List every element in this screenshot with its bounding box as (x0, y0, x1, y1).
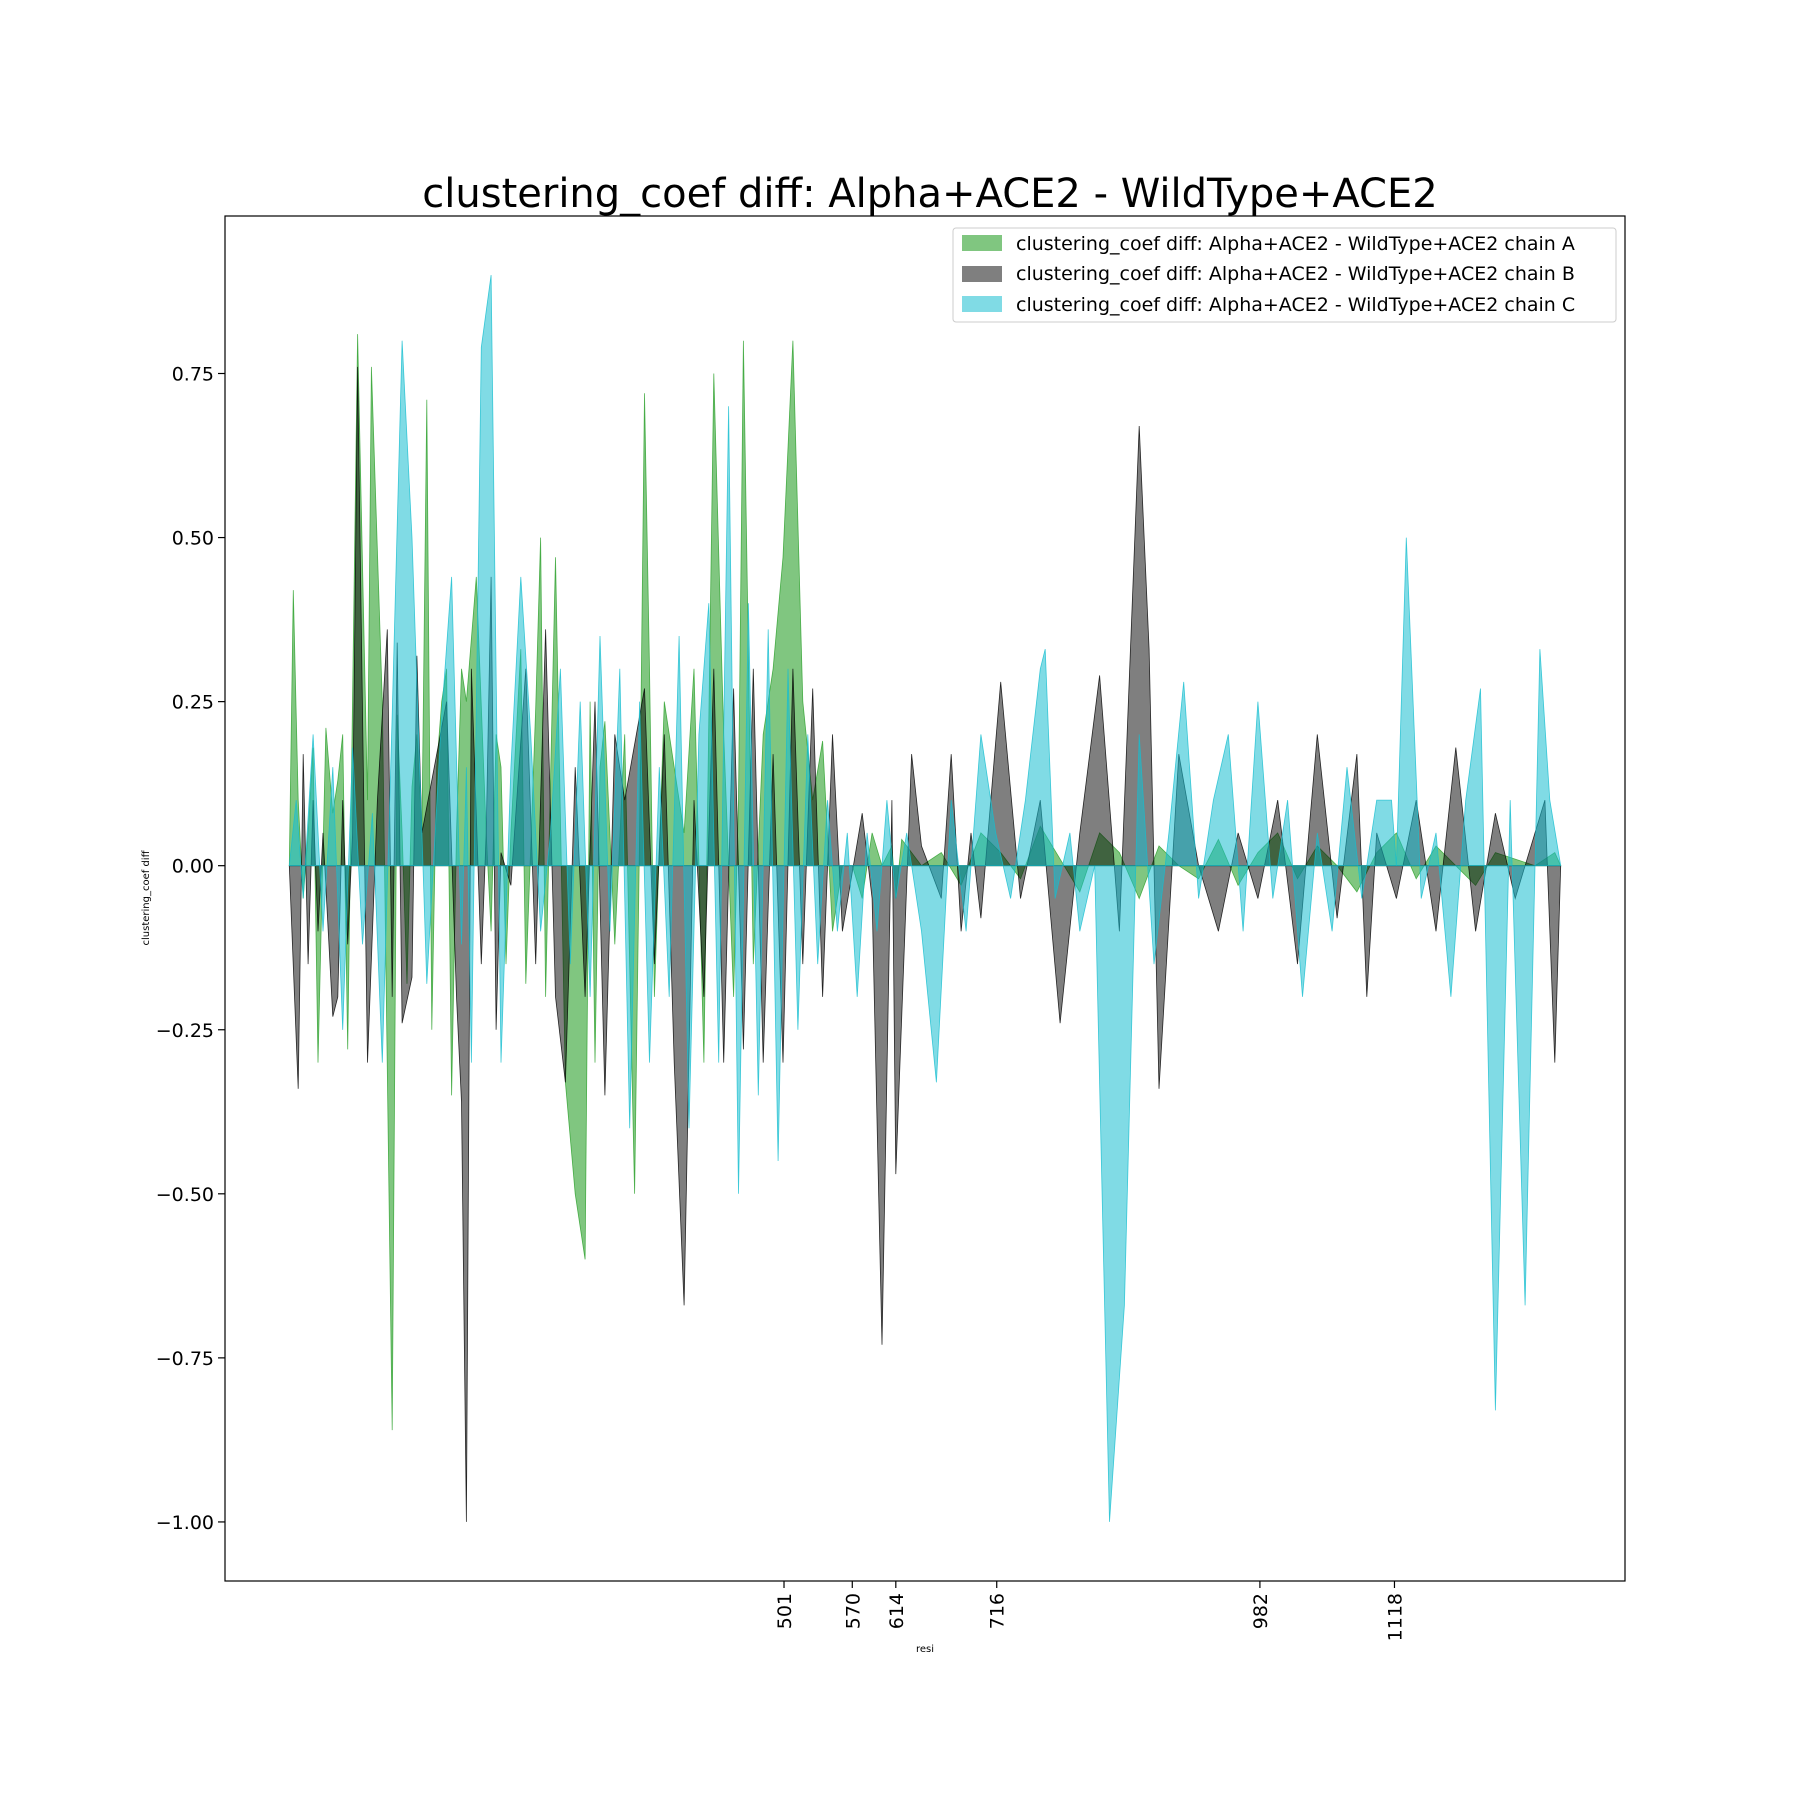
chart-title: clustering_coef diff: Alpha+ACE2 - WildT… (422, 171, 1437, 217)
x-axis-label: resi (916, 1644, 934, 1655)
y-tick-label: −0.50 (156, 1184, 214, 1206)
series-layer (288, 275, 1562, 1522)
x-tick-label: 1118 (1385, 1593, 1407, 1641)
y-tick-label: 0.75 (172, 364, 214, 386)
legend-frame (952, 227, 1617, 323)
x-tick-label: 570 (842, 1593, 864, 1629)
legend-label-chain-a: clustering_coef diff: Alpha+ACE2 - WildT… (1016, 233, 1575, 255)
y-tick-label: 0.25 (172, 692, 214, 714)
y-tick-label: 0.00 (172, 856, 214, 878)
x-tick-label: 716 (987, 1593, 1009, 1629)
x-tick-label: 614 (886, 1593, 908, 1629)
legend: clustering_coef diff: Alpha+ACE2 - WildT… (952, 227, 1617, 323)
legend-label-chain-b: clustering_coef diff: Alpha+ACE2 - WildT… (1016, 263, 1575, 285)
y-tick-label: 0.50 (172, 528, 214, 550)
legend-swatch-chain-c (962, 296, 1002, 312)
x-axis: 501 570 614 716 982 1118 (774, 1581, 1407, 1641)
series-area-chain-c (288, 275, 1562, 1522)
legend-swatch-chain-a (962, 235, 1002, 251)
legend-swatch-chain-b (962, 266, 1002, 282)
series-area-chain-b (288, 366, 1562, 1522)
y-tick-label: −1.00 (156, 1512, 214, 1534)
x-tick-label: 501 (774, 1593, 796, 1629)
y-axis-label: clustering_coef diff (141, 849, 152, 945)
legend-label-chain-c: clustering_coef diff: Alpha+ACE2 - WildT… (1016, 294, 1575, 316)
plot-frame (224, 215, 1626, 1582)
y-axis: 0.75 0.50 0.25 0.00 −0.25 −0.50 −0.75 −1.00 (156, 364, 225, 1534)
x-tick-label: 982 (1250, 1593, 1272, 1629)
y-tick-label: −0.75 (156, 1348, 214, 1370)
y-tick-label: −0.25 (156, 1020, 214, 1042)
